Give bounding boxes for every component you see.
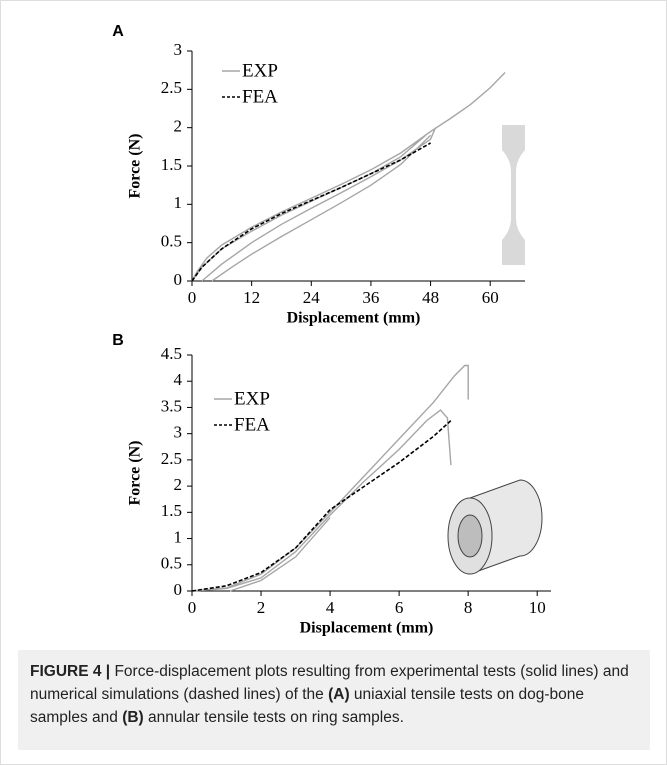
legend-label: EXP <box>242 60 278 81</box>
caption: FIGURE 4 | Force-displacement plots resu… <box>18 650 650 750</box>
data-line <box>191 364 469 592</box>
y-tick-label: 4 <box>174 370 183 389</box>
y-tick-label: 1 <box>174 193 183 212</box>
caption-text: uniaxial tensile tests on dog-bone sampl… <box>30 686 585 726</box>
legend-label: EXP <box>234 388 270 409</box>
ring-icon <box>447 479 543 575</box>
y-tick-label: 2 <box>174 475 183 494</box>
x-tick-label: 36 <box>362 288 379 307</box>
y-tick-label: 2 <box>174 117 183 136</box>
x-axis-label: Displacement (mm) <box>300 620 434 637</box>
x-tick-label: 0 <box>188 288 197 307</box>
y-tick-label: 4.5 <box>161 344 182 363</box>
x-tick-label: 48 <box>422 288 439 307</box>
legend-label: FEA <box>242 86 278 107</box>
caption-ref: (B) <box>122 709 144 726</box>
x-tick-label: 24 <box>303 288 321 307</box>
y-tick-label: 3 <box>174 423 183 442</box>
x-tick-label: 10 <box>529 598 546 617</box>
data-line <box>191 420 452 592</box>
y-tick-label: 0.5 <box>161 232 182 251</box>
y-tick-label: 1.5 <box>161 155 182 174</box>
dog-bone-icon <box>502 125 525 265</box>
x-tick-label: 12 <box>243 288 260 307</box>
data-line <box>191 142 431 282</box>
y-tick-label: 0 <box>174 270 183 289</box>
caption-text: Force-displacement plots resulting from … <box>30 663 629 703</box>
panel-label: A <box>112 23 124 40</box>
y-axis-label: Force (N) <box>127 441 144 506</box>
x-tick-label: 2 <box>257 598 266 617</box>
x-tick-label: 8 <box>464 598 473 617</box>
caption-text: annular tensile tests on ring samples. <box>143 709 404 726</box>
x-tick-label: 0 <box>188 598 197 617</box>
y-tick-label: 1 <box>174 527 183 546</box>
y-tick-label: 2.5 <box>161 78 182 97</box>
x-tick-label: 6 <box>395 598 404 617</box>
panel-label: B <box>112 332 124 349</box>
caption-ref: (A) <box>328 686 350 703</box>
y-tick-label: 1.5 <box>161 501 182 520</box>
caption-label: FIGURE 4 | <box>30 663 111 680</box>
y-axis-label: Force (N) <box>127 134 144 199</box>
x-axis-label: Displacement (mm) <box>287 310 421 327</box>
data-line <box>191 72 506 282</box>
y-tick-label: 2.5 <box>161 449 182 468</box>
legend-label: FEA <box>234 414 270 435</box>
y-tick-label: 3 <box>174 40 183 59</box>
y-tick-label: 0 <box>174 580 183 599</box>
y-tick-label: 0.5 <box>161 554 182 573</box>
x-tick-label: 4 <box>326 598 335 617</box>
y-tick-label: 3.5 <box>161 396 182 415</box>
x-tick-label: 60 <box>482 288 499 307</box>
